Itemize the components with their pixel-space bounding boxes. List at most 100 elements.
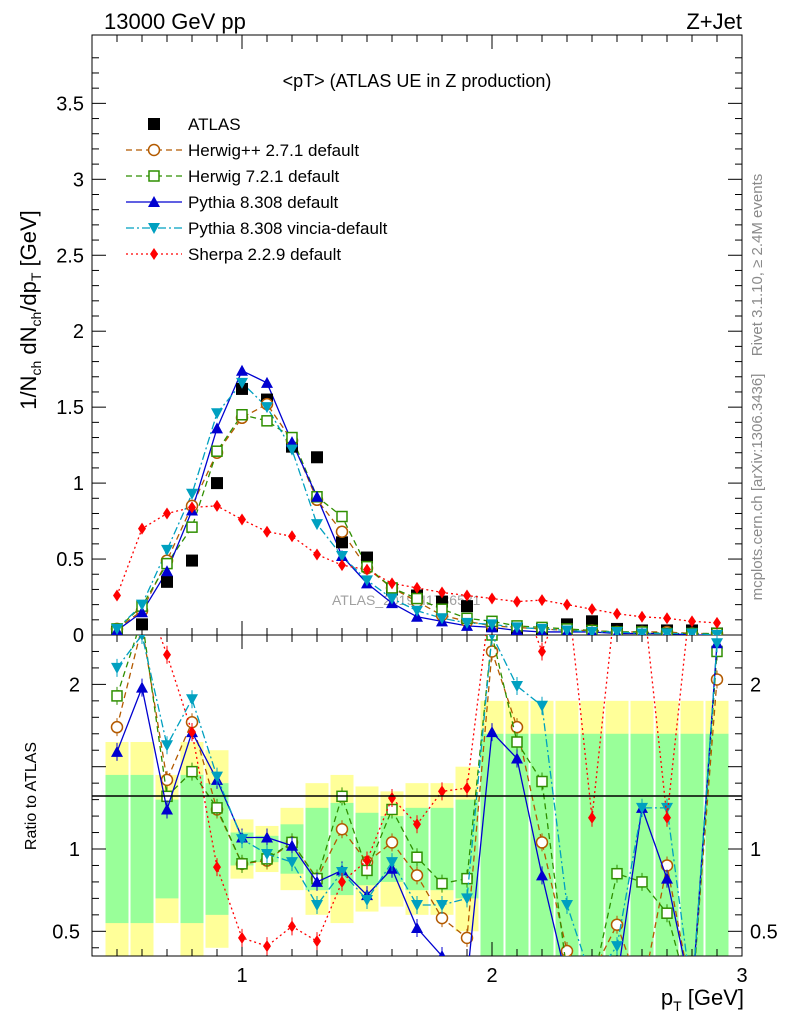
data-point-4-10 [361, 575, 373, 587]
data-point-3-2 [161, 565, 173, 577]
ratio-point-1-21 [636, 876, 648, 888]
data-point-0-4 [211, 477, 223, 490]
band-inner-bin [330, 802, 354, 896]
ratio-point-3-16 [511, 681, 523, 693]
data-point-5-0 [113, 589, 121, 602]
ratio-point-0-9 [335, 822, 349, 836]
ratio-y-tick-label-right: 1 [750, 839, 761, 861]
data-point-4-4 [211, 408, 223, 420]
ratio-point-2-8 [311, 875, 323, 887]
data-point-5-10 [363, 563, 371, 576]
data-point-5-13 [438, 586, 446, 599]
ratio-point-1-14 [461, 872, 473, 885]
ratio-point-4-14 [463, 782, 471, 795]
legend-marker-4 [148, 223, 160, 234]
ratio-point-2-7 [286, 839, 298, 851]
ratio-point-3-0 [111, 662, 123, 674]
data-point-5-1 [138, 522, 146, 535]
data-point-5-24 [713, 616, 721, 629]
ratio-point-0-12 [410, 869, 424, 882]
ratio-point-3-9 [336, 867, 348, 879]
ratio-point-1-17 [536, 775, 548, 788]
ratio-point-4-10 [363, 854, 371, 867]
ratio-point-4-11 [388, 791, 396, 804]
data-point-3-1 [136, 606, 148, 618]
data-point-4-22 [661, 628, 673, 635]
x-tick-label: 3 [736, 965, 747, 987]
data-point-5-2 [163, 507, 171, 520]
ratio-point-2-16 [511, 752, 523, 764]
data-point-4-6 [261, 402, 273, 414]
legend-label-2: Herwig 7.2.1 default [188, 167, 339, 186]
data-point-5-18 [563, 598, 571, 611]
ratio-series-layer [110, 635, 724, 956]
legend-marker-2 [148, 170, 160, 182]
data-point-2-12 [411, 592, 423, 605]
legend-label-4: Pythia 8.308 vincia-default [188, 219, 388, 238]
ratio-point-3-5 [236, 834, 248, 846]
ratio-point-1-5 [236, 858, 248, 870]
data-point-4-14 [461, 617, 473, 629]
legend-label-1: Herwig++ 2.7.1 default [188, 141, 359, 160]
main-series-layer [110, 364, 724, 635]
x-tick-label: 2 [486, 965, 497, 987]
legend-label-5: Sherpa 2.2.9 default [188, 245, 341, 264]
data-point-0-8 [311, 451, 323, 464]
y-tick-label: 0 [73, 625, 84, 647]
ratio-point-2-17 [536, 869, 548, 881]
ratio-point-0-2 [160, 773, 174, 787]
data-point-4-11 [386, 593, 398, 605]
ratio-point-4-12 [413, 818, 421, 831]
data-point-5-19 [588, 603, 596, 616]
data-point-2-6 [261, 415, 273, 427]
ratio-y-tick-label: 2 [69, 674, 80, 696]
ratio-point-2-12 [411, 922, 423, 934]
ratio-point-3-6 [261, 848, 273, 860]
data-point-5-20 [613, 607, 621, 620]
x-tick-label: 1 [236, 965, 247, 987]
ratio-point-1-12 [411, 851, 423, 863]
ratio-point-1-22 [661, 907, 673, 919]
data-point-0-19 [586, 615, 598, 628]
ratio-point-4-17 [538, 645, 546, 658]
data-point-2-13 [436, 603, 448, 615]
ratio-point-4-6 [263, 940, 271, 953]
data-point-5-8 [313, 548, 321, 561]
y-tick-label: 2 [73, 321, 84, 343]
data-point-0-14 [461, 600, 473, 613]
data-point-4-13 [436, 613, 448, 625]
data-point-4-23 [686, 628, 698, 635]
band-inner-bin [680, 733, 704, 956]
data-point-5-16 [513, 595, 521, 608]
data-point-2-3 [186, 521, 198, 533]
data-point-4-18 [561, 625, 573, 635]
ratio-point-2-13 [438, 950, 446, 956]
legend-marker-0 [148, 118, 160, 130]
data-point-5-7 [288, 530, 296, 543]
band-inner-bin [105, 774, 129, 924]
band-inner-bin [180, 774, 204, 924]
ratio-point-3-8 [311, 899, 323, 911]
ratio-point-4-7 [288, 920, 296, 933]
legend: ATLAS Herwig++ 2.7.1 default Herwig 7.2.1 … [126, 115, 388, 264]
legend-marker-5 [150, 248, 158, 260]
ratio-point-3-3 [186, 694, 198, 706]
band-inner-bin [430, 807, 454, 891]
ratio-point-3-13 [436, 899, 448, 911]
ratio-point-4-2 [163, 648, 171, 661]
ratio-point-2-0 [111, 745, 123, 757]
ratio-point-1-20 [611, 867, 623, 880]
ratio-point-2-6 [261, 831, 273, 843]
ratio-point-1-3 [186, 765, 198, 778]
data-point-0-3 [186, 554, 198, 567]
y-tick-label: 1 [73, 473, 84, 495]
data-point-0-9 [336, 536, 348, 549]
data-point-4-16 [511, 622, 523, 634]
data-point-4-3 [186, 488, 198, 500]
ratio-point-0-0 [110, 720, 124, 734]
ratio-y-tick-label: 0.5 [52, 921, 80, 943]
ratio-point-2-22 [661, 872, 673, 884]
band-inner-bin [230, 832, 254, 866]
data-point-4-21 [636, 628, 648, 635]
